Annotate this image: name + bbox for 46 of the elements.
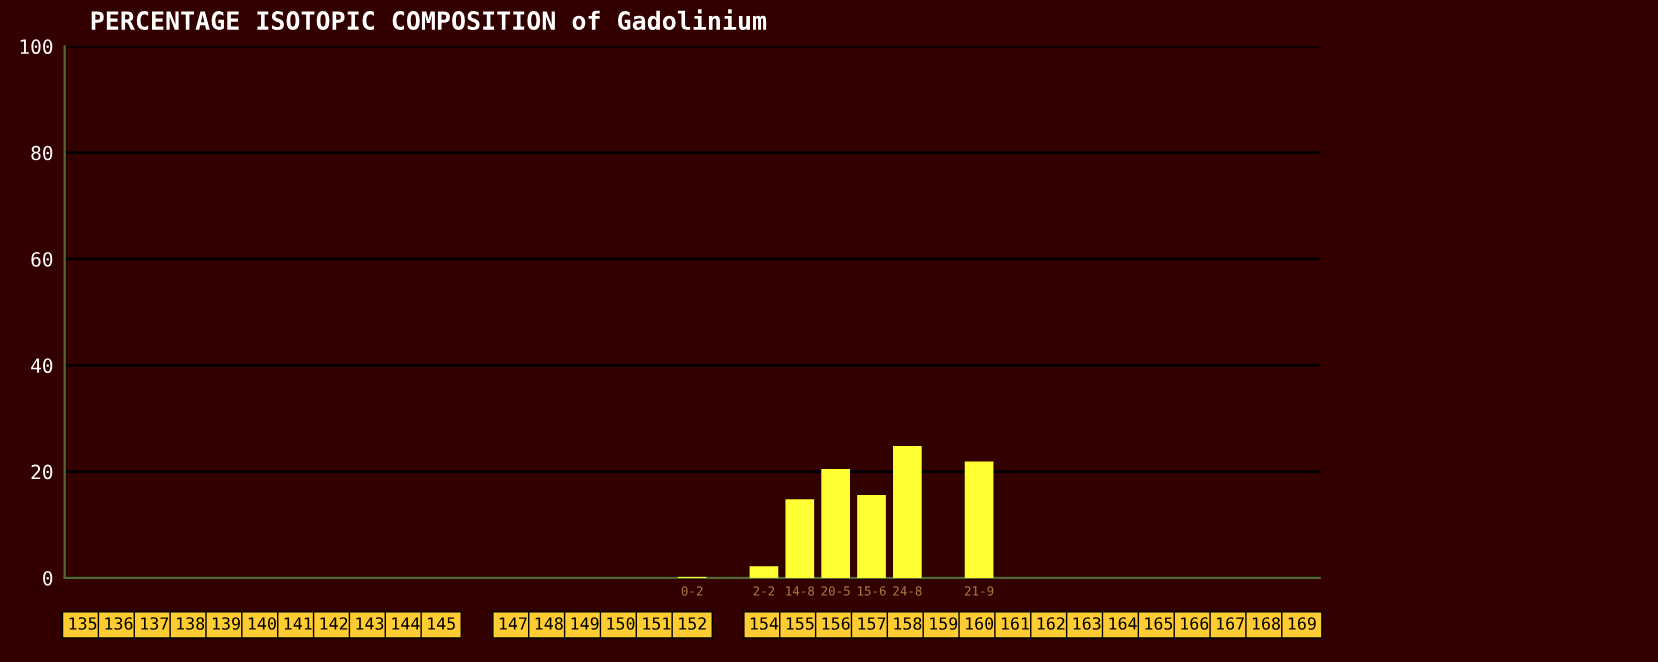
x-tick-label: 147 bbox=[499, 617, 527, 630]
bar bbox=[893, 446, 922, 578]
y-tick-label: 20 bbox=[31, 464, 53, 480]
x-tick-label: 140 bbox=[248, 617, 276, 630]
x-tick-label: 167 bbox=[1217, 617, 1244, 630]
x-tick-label: 163 bbox=[1073, 617, 1101, 630]
x-tick-label: 166 bbox=[1181, 617, 1209, 630]
x-tick-label: 138 bbox=[177, 617, 205, 630]
y-tick-label: 60 bbox=[31, 251, 53, 267]
x-tick-label: 143 bbox=[356, 617, 384, 630]
x-tick-label: 149 bbox=[571, 617, 599, 630]
x-tick-label: 154 bbox=[750, 617, 779, 630]
x-tick-label: 136 bbox=[105, 617, 133, 630]
x-tick-label: 161 bbox=[1001, 617, 1029, 630]
y-tick-label: 40 bbox=[31, 358, 53, 374]
x-tick-label: 139 bbox=[212, 617, 240, 630]
x-tick-label: 156 bbox=[822, 617, 850, 630]
x-tick-label: 142 bbox=[320, 617, 348, 630]
x-tick-label: 144 bbox=[392, 617, 420, 630]
bar bbox=[821, 468, 850, 578]
x-tick-label: 160 bbox=[966, 617, 994, 630]
x-tick-label: 168 bbox=[1252, 617, 1280, 630]
x-tick-label: 145 bbox=[428, 617, 455, 630]
y-tick-label: 0 bbox=[43, 570, 53, 586]
bar bbox=[785, 499, 815, 578]
x-tick-label: 159 bbox=[930, 617, 958, 630]
chart-title: PERCENTAGE ISOTOPIC COMPOSITION of Gadolinium bbox=[91, 9, 767, 31]
x-tick-label: 150 bbox=[607, 617, 635, 630]
bar bbox=[749, 566, 779, 578]
x-tick-label: 152 bbox=[679, 617, 706, 630]
y-tick-label: 100 bbox=[20, 39, 53, 55]
x-tick-label: 135 bbox=[69, 617, 97, 630]
x-tick-label: 148 bbox=[535, 617, 563, 630]
y-tick-label: 80 bbox=[31, 145, 53, 161]
x-tick-label: 164 bbox=[1109, 617, 1137, 630]
x-tick-label: 157 bbox=[858, 617, 886, 630]
bar bbox=[964, 461, 994, 578]
x-tick-label: 155 bbox=[786, 617, 814, 630]
x-tick-label: 141 bbox=[284, 617, 312, 630]
x-tick-label: 158 bbox=[894, 617, 922, 630]
x-tick-label: 169 bbox=[1288, 617, 1316, 630]
bar bbox=[857, 495, 886, 578]
x-tick-label: 162 bbox=[1037, 617, 1065, 630]
x-tick-label: 165 bbox=[1145, 617, 1173, 630]
x-tick-label: 151 bbox=[643, 617, 671, 630]
x-tick-label: 137 bbox=[141, 617, 169, 630]
